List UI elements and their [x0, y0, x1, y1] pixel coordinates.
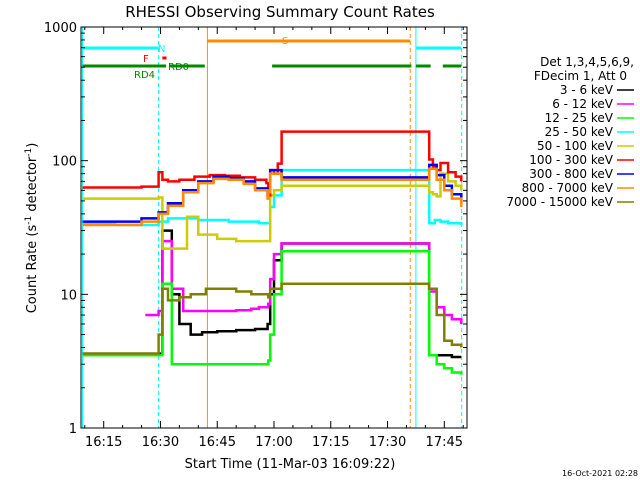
legend-label-6: 300 - 800 keV	[529, 167, 613, 181]
y-axis-label: Count Rate (s-1 detector-1)	[24, 143, 40, 314]
legend-label-7: 800 - 7000 keV	[522, 181, 614, 195]
legend-label-3: 25 - 50 keV	[545, 125, 614, 139]
x-tick-label-2: 16:45	[199, 435, 236, 450]
x-tick-label-0: 16:15	[85, 435, 122, 450]
legend-header-line2: FDecim 1, Att 0	[534, 69, 627, 83]
y-axis-label-part1: Count Rate (s	[25, 225, 40, 314]
plot-area: N S F RD0 RD4	[82, 27, 463, 428]
y-tick-label-0: 1	[69, 422, 77, 437]
legend-label-5: 100 - 300 keV	[529, 153, 613, 167]
x-tick-label-6: 17:45	[426, 435, 463, 450]
status-bar-label-s: S	[282, 36, 288, 47]
x-axis-label: Start Time (11-Mar-03 16:09:22)	[185, 457, 396, 472]
chart-title: RHESSI Observing Summary Count Rates	[125, 3, 435, 21]
legend: Det 1,3,4,5,6,9, FDecim 1, Att 0 3 - 6 k…	[506, 55, 634, 209]
y-axis-label-sup1: -1	[24, 216, 34, 225]
plot-frame	[80, 26, 468, 429]
legend-label-8: 7000 - 15000 keV	[506, 195, 613, 209]
generation-timestamp: 16-Oct-2021 02:28	[562, 469, 638, 478]
x-tick-label-5: 17:30	[369, 435, 406, 450]
series-line-3	[82, 168, 463, 227]
y-tick-label-1: 10	[60, 288, 77, 303]
status-bar-label-f: F	[143, 54, 149, 65]
y-axis-label-part2: detector	[25, 156, 40, 216]
legend-label-4: 50 - 100 keV	[537, 139, 614, 153]
series-line-0	[82, 229, 462, 359]
legend-label-2: 12 - 25 keV	[545, 111, 614, 125]
legend-header-line1: Det 1,3,4,5,6,9,	[540, 55, 634, 69]
status-bar-label-n: N	[158, 44, 165, 55]
series-line-7	[82, 167, 463, 227]
series-line-4	[82, 172, 463, 250]
y-axis-label-part3: )	[25, 143, 40, 148]
series-line-2	[82, 250, 463, 375]
x-tick-label-1: 16:30	[142, 435, 179, 450]
x-tick-label-3: 17:00	[255, 435, 292, 450]
legend-label-0: 3 - 6 keV	[560, 83, 614, 97]
y-axis-label-sup2: -1	[24, 148, 34, 157]
x-tick-label-4: 17:15	[312, 435, 349, 450]
status-bar-label-rd4: RD4	[134, 70, 155, 81]
axes: 16:15 16:30 16:45 17:00 17:15 17:30 17:45 1 10 10…	[44, 21, 467, 450]
legend-label-1: 6 - 12 keV	[552, 97, 614, 111]
status-bar-label-rd0: RD0	[168, 62, 189, 73]
series-line-8	[82, 282, 463, 355]
y-tick-label-2: 100	[52, 155, 77, 170]
y-tick-label-3: 1000	[44, 21, 77, 36]
